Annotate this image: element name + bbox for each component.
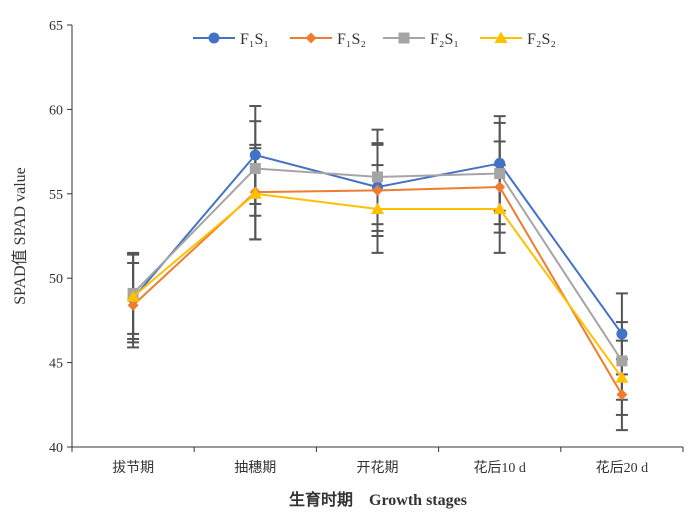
data-point — [372, 171, 383, 183]
data-point — [494, 157, 506, 169]
data-point — [616, 328, 628, 340]
legend-item: F₂S₂ — [480, 31, 556, 48]
data-point — [371, 202, 384, 214]
data-point — [372, 184, 383, 196]
y-tick-label: 60 — [49, 103, 63, 118]
y-tick-label: 40 — [49, 441, 63, 456]
y-tick-label: 45 — [49, 357, 63, 372]
error-bars — [127, 105, 628, 432]
x-tick-label: 花后20 d — [596, 460, 649, 476]
x-tick-label: 开花期 — [357, 460, 399, 476]
legend: F₁S₁ F₁S₂ F₂S₁ F₂S₂ — [193, 31, 556, 48]
series-lines — [126, 149, 629, 401]
legend-label: F₁S₁ — [240, 31, 269, 48]
legend-item: F₁S₁ — [193, 31, 269, 48]
data-point — [249, 149, 261, 161]
data-point — [126, 290, 140, 302]
y-tick-label: 65 — [49, 19, 63, 34]
legend-marker — [208, 32, 220, 44]
legend-marker — [494, 31, 508, 43]
x-tick-label: 抽穗期 — [234, 460, 276, 476]
legend-marker — [398, 32, 410, 44]
legend-label: F₂S₂ — [527, 31, 556, 48]
legend-marker — [305, 32, 317, 44]
series-F₂S₂ — [126, 187, 629, 383]
legend-label: F₂S₁ — [430, 31, 459, 48]
y-tick-label: 55 — [49, 188, 63, 203]
data-point — [616, 355, 628, 367]
legend-item: F₁S₂ — [290, 31, 366, 48]
data-point — [127, 299, 139, 311]
data-point — [249, 162, 261, 174]
legend-item: F₂S₁ — [383, 31, 459, 48]
y-axis-label: SPAD值 SPAD value — [11, 167, 29, 305]
data-point — [616, 389, 628, 401]
x-tick-label: 拔节期 — [112, 460, 154, 476]
data-point — [615, 371, 629, 383]
x-tick-label: 花后10 d — [473, 460, 526, 476]
y-tick-label: 50 — [49, 272, 63, 287]
data-point — [494, 181, 506, 193]
axes: 40 45 50 55 60 65 拔节期 抽穗期 开花期 花后10 d 花后20 d — [49, 19, 684, 476]
x-axis-label: 生育时期 Growth stages — [289, 490, 467, 509]
legend-label: F₁S₂ — [337, 31, 366, 48]
data-point — [248, 187, 262, 199]
data-point — [494, 168, 506, 180]
data-point — [493, 202, 507, 214]
